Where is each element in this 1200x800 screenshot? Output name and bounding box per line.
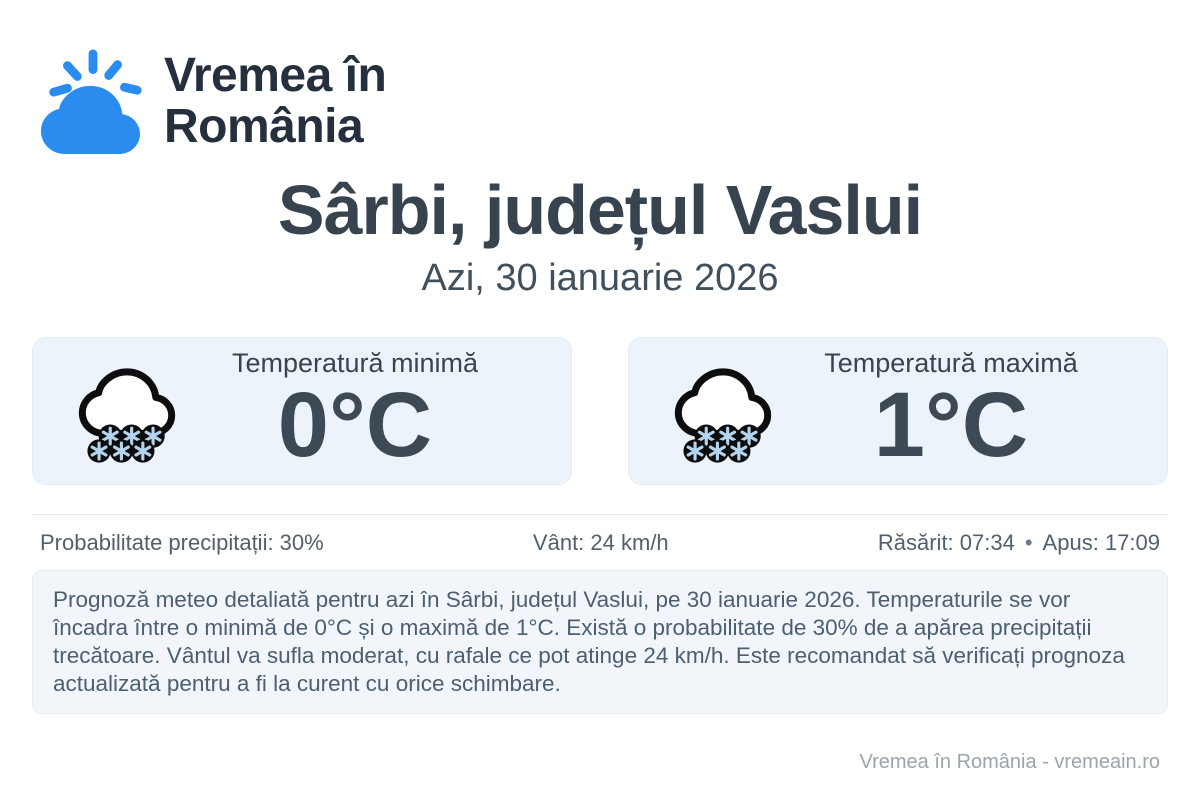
snow-cloud-icon — [78, 368, 176, 464]
min-temperature-label: Temperatură minimă — [231, 348, 479, 379]
stats-row: Probabilitate precipitații: 30% Vânt: 24… — [32, 530, 1168, 556]
max-temperature-label: Temperatură maximă — [824, 348, 1078, 379]
footer-credit: Vremea în România - vremeain.ro — [859, 751, 1161, 773]
min-temperature-value: 0°C — [277, 374, 433, 477]
min-temperature-text: Temperatură minimă 0°C — [183, 348, 527, 473]
sun-times-stat: Răsărit: 07:34 • Apus: 17:09 — [878, 530, 1160, 556]
divider — [32, 513, 1168, 515]
date-subtitle: Azi, 30 ianuarie 2026 — [421, 257, 779, 299]
brand-name: Vremea în România — [164, 49, 387, 153]
min-temperature-card: Temperatură minimă 0°C — [32, 336, 572, 485]
sunrise-stat: Răsărit: 07:34 — [877, 529, 1015, 555]
dot-separator: • — [1024, 529, 1033, 555]
sunset-stat: Apus: 17:09 — [1042, 529, 1160, 555]
page-title: Sârbi, județul Vaslui — [277, 171, 923, 249]
temperature-cards: Temperatură minimă 0°C — [32, 336, 1168, 485]
snow-cloud-icon — [674, 368, 772, 464]
wind-stat: Vânt: 24 km/h — [532, 529, 669, 555]
forecast-description: Prognoză meteo detaliată pentru azi în S… — [32, 570, 1168, 715]
brand-logo: Vremea în România — [38, 0, 1168, 156]
precipitation-stat: Probabilitate precipitații: 30% — [40, 529, 324, 555]
max-temperature-value: 1°C — [873, 374, 1029, 477]
brand-name-line1: Vremea în — [164, 49, 387, 102]
max-temperature-text: Temperatură maximă 1°C — [779, 348, 1123, 473]
brand-name-line2: România — [164, 100, 364, 153]
sun-cloud-logo-icon — [40, 49, 142, 154]
max-temperature-card: Temperatură maximă 1°C — [628, 336, 1168, 485]
